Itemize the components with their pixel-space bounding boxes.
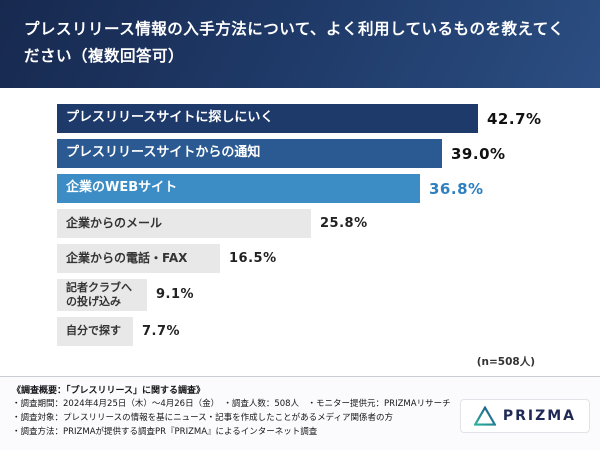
bar-row: 企業のWEBサイト 36.8%	[57, 174, 580, 203]
bar-chart: プレスリリースサイトに探しにいく 42.7% プレスリリースサイトからの通知 39.0…	[57, 104, 580, 346]
bar: プレスリリースサイトからの通知	[57, 139, 442, 168]
survey-period-line: ・調査期間：2024年4月25日（木）〜4月26日（金） ・調査人数：508人 …	[12, 399, 451, 410]
bar: 企業からのメール	[57, 209, 311, 238]
sample-size-note: (n=508人)	[476, 355, 535, 368]
bar-value-label: 42.7%	[487, 109, 542, 128]
survey-target-line: ・調査対象：プレスリリースの情報を基にニュース・記事を作成したことがあるメディア…	[12, 412, 394, 423]
bar: 企業のWEBサイト	[57, 174, 420, 203]
prizma-triangle-icon	[473, 406, 496, 426]
bar-row: プレスリリースサイトに探しにいく 42.7%	[57, 104, 580, 133]
bar-label: 企業からの電話・FAX	[66, 251, 188, 265]
bar-value-label: 16.5%	[229, 251, 277, 266]
bar-row: 自分で探す 7.7%	[57, 316, 580, 346]
bar-label: プレスリリースサイトに探しにいく	[66, 110, 274, 126]
bar: 企業からの電話・FAX	[57, 244, 220, 273]
bar-label: 企業からのメール	[66, 216, 163, 230]
bar-label: プレスリリースサイトからの通知	[66, 145, 261, 161]
bar-label: 自分で探す	[66, 324, 121, 338]
bar: プレスリリースサイトに探しにいく	[57, 104, 478, 133]
bar-row: プレスリリースサイトからの通知 39.0%	[57, 139, 580, 168]
bar-value-label: 25.8%	[320, 216, 368, 231]
bar-value-label: 36.8%	[429, 179, 484, 198]
chart-title: プレスリリース情報の入手方法について、よく利用しているものを教えてください（複数…	[0, 0, 600, 88]
bar-row: 記者クラブへの投げ込み 9.1%	[57, 279, 580, 311]
bar-row: 企業からのメール 25.8%	[57, 209, 580, 238]
bar-label: 企業のWEBサイト	[66, 180, 178, 196]
bar-value-label: 7.7%	[142, 323, 181, 339]
bar: 記者クラブへの投げ込み	[57, 279, 147, 311]
bar: 自分で探す	[57, 316, 133, 346]
survey-method-line: ・調査方法：PRIZMAが提供する調査PR『PRIZMA』によるインターネット調…	[12, 426, 318, 437]
prizma-logo-text: PRIZMA	[502, 408, 576, 424]
bar-value-label: 9.1%	[156, 287, 195, 303]
bar-chart-area: プレスリリースサイトに探しにいく 42.7% プレスリリースサイトからの通知 39.0…	[0, 88, 600, 369]
bar-row: 企業からの電話・FAX 16.5%	[57, 244, 580, 273]
bar-value-label: 39.0%	[451, 144, 506, 163]
bar-label: 記者クラブへの投げ込み	[66, 281, 132, 308]
prizma-logo: PRIZMA	[459, 399, 590, 433]
survey-overview-heading: 《調査概要：「プレスリリース」に関する調査》	[12, 386, 206, 396]
